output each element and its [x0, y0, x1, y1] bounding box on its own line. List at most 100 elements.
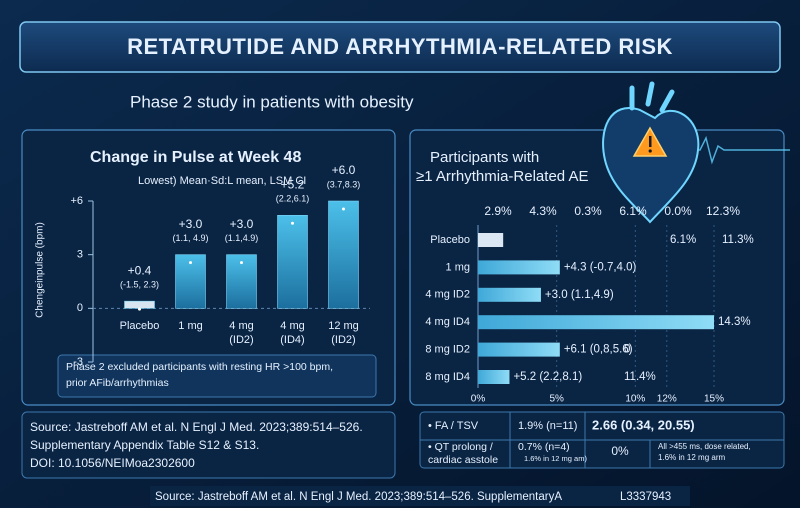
ci-label: (3.7,8.3) [327, 179, 361, 189]
top-row-label: 6.1% [619, 204, 647, 218]
note: prior AFib/arrhythmias [66, 377, 169, 389]
top-row-label: 0.3% [574, 204, 602, 218]
table-cell: 1.6% in 12 mg arm [658, 453, 725, 462]
y-tick-label: +6 [70, 195, 83, 207]
x-tick-label: 4 mg [229, 320, 253, 332]
source-line: DOI: 10.1056/NEIMoa2302600 [30, 456, 195, 470]
value-label: +3.0 [179, 217, 203, 231]
y-tick-label: 8 mg ID4 [425, 371, 470, 383]
row-label: 11.4% [624, 371, 656, 383]
subtitle: Phase 2 study in patients with obesity [130, 92, 414, 111]
x-tick-label: 15% [704, 394, 724, 405]
row-label: +5.2 (2.2,8.1) [513, 371, 582, 383]
heart-illustration [602, 81, 790, 224]
y-tick-label: Placebo [430, 234, 470, 246]
y-tick-label: 0 [77, 302, 83, 314]
source-line: Source: Jastreboff AM et al. N Engl J Me… [30, 420, 363, 434]
left-panel [21, 129, 396, 406]
bar [478, 287, 541, 302]
bar-point [138, 307, 141, 311]
value-label: +5.2 [281, 177, 305, 191]
source-line: Supplementary Appendix Table S12 & S13. [30, 438, 259, 452]
bar-point [291, 221, 294, 225]
y-tick-label: 1 mg [446, 261, 470, 273]
y-tick-label: 3 [77, 249, 83, 261]
bar-point [342, 207, 345, 211]
bar [124, 300, 155, 309]
row-label: +6.1 (0,8,5.6) [564, 344, 633, 356]
ci-label: (-1.5, 2.3) [120, 280, 159, 290]
footer-code: L3337943 [620, 491, 671, 503]
note-box [57, 354, 377, 398]
chart-subtitle: Lowest) Mean·Sd:L mean, LSM CI [138, 175, 306, 187]
table-cell: 0.7% (n=4) [518, 441, 570, 453]
x-tick-label: 1 mg [178, 320, 202, 332]
top-row-label: 2.9% [484, 204, 512, 218]
y-tick-label: -3 [73, 356, 83, 368]
ci-label: (2.2,6.1) [276, 194, 310, 204]
ci-label: (1.1, 4.9) [172, 233, 208, 243]
table-cell: • QT prolong / [428, 441, 493, 453]
bar [478, 342, 560, 357]
table-cell: 0% [611, 444, 629, 458]
bar [478, 260, 560, 275]
footer-bar [150, 486, 690, 506]
top-row-label: 12.3% [706, 204, 740, 218]
table-cell: 2.66 (0.34, 20.55) [592, 417, 695, 432]
table-cell: 1.6% in 12 mg am) [524, 454, 587, 463]
y-tick-label: 4 mg ID4 [425, 316, 470, 328]
heart-shape [602, 107, 700, 224]
bar [478, 315, 714, 330]
bar-point [189, 261, 192, 265]
x-tick-label: (ID2) [229, 334, 253, 346]
chart-title: Participants with [430, 149, 539, 166]
title-banner [19, 21, 781, 73]
row-label: 11.3% [722, 234, 754, 246]
right-panel [409, 129, 785, 406]
bar [478, 233, 504, 247]
source-box [21, 411, 396, 479]
x-tick-label: 12% [657, 394, 677, 405]
value-label: +3.0 [230, 217, 254, 231]
bar-point [240, 261, 243, 265]
value-label: +6.0 [332, 163, 356, 177]
table-cell: • FA / TSV [428, 420, 479, 432]
x-tick-label: 10% [625, 394, 645, 405]
x-tick-label: (ID4) [280, 334, 304, 346]
x-tick-label: 0% [471, 394, 486, 405]
bar [478, 370, 510, 384]
x-tick-label: (ID2) [331, 334, 355, 346]
ecg-line [668, 135, 790, 165]
chart-subtitle: ≥1 Arrhythmia-Related AE [416, 168, 588, 185]
heart-vessels [629, 81, 675, 113]
value-label: +0.4 [128, 263, 152, 277]
x-tick-label: Placebo [120, 320, 160, 332]
table-cell: 1.9% (n=11) [518, 420, 577, 432]
note: Phase 2 excluded participants with resti… [66, 361, 333, 373]
y-tick-label: 4 mg ID2 [425, 289, 470, 301]
chart-title: Change in Pulse at Week 48 [90, 149, 301, 166]
row-label: +3.0 (1.1,4.9) [545, 289, 614, 301]
y-axis-label: Chengeinpulse (bpm) [35, 222, 46, 318]
warning-dot [648, 149, 652, 153]
row-label: 14.3% [718, 316, 751, 328]
top-row-label: 0.0% [664, 204, 692, 218]
warning-mark [649, 136, 652, 147]
bar [277, 215, 308, 309]
row-label: 6.1% [670, 234, 696, 246]
footer-text: Source: Jastreboff AM et al. N Engl J Me… [155, 491, 562, 503]
bar [328, 200, 359, 309]
table-cell: All >455 ms, dose related, [658, 442, 751, 451]
row-label: +4.3 (-0.7,4.0) [564, 261, 637, 273]
row-label: 0 [624, 344, 630, 356]
table-cell: cardiac asstole [428, 454, 498, 466]
x-tick-label: 12 mg [328, 320, 359, 332]
top-row-label: 4.3% [529, 204, 557, 218]
x-tick-label: 5% [549, 394, 564, 405]
y-tick-label: 8 mg ID2 [425, 344, 470, 356]
title: RETATRUTIDE AND ARRHYTHMIA-RELATED RISK [127, 34, 673, 59]
ci-label: (1.1,4.9) [225, 233, 259, 243]
x-tick-label: 4 mg [280, 320, 304, 332]
